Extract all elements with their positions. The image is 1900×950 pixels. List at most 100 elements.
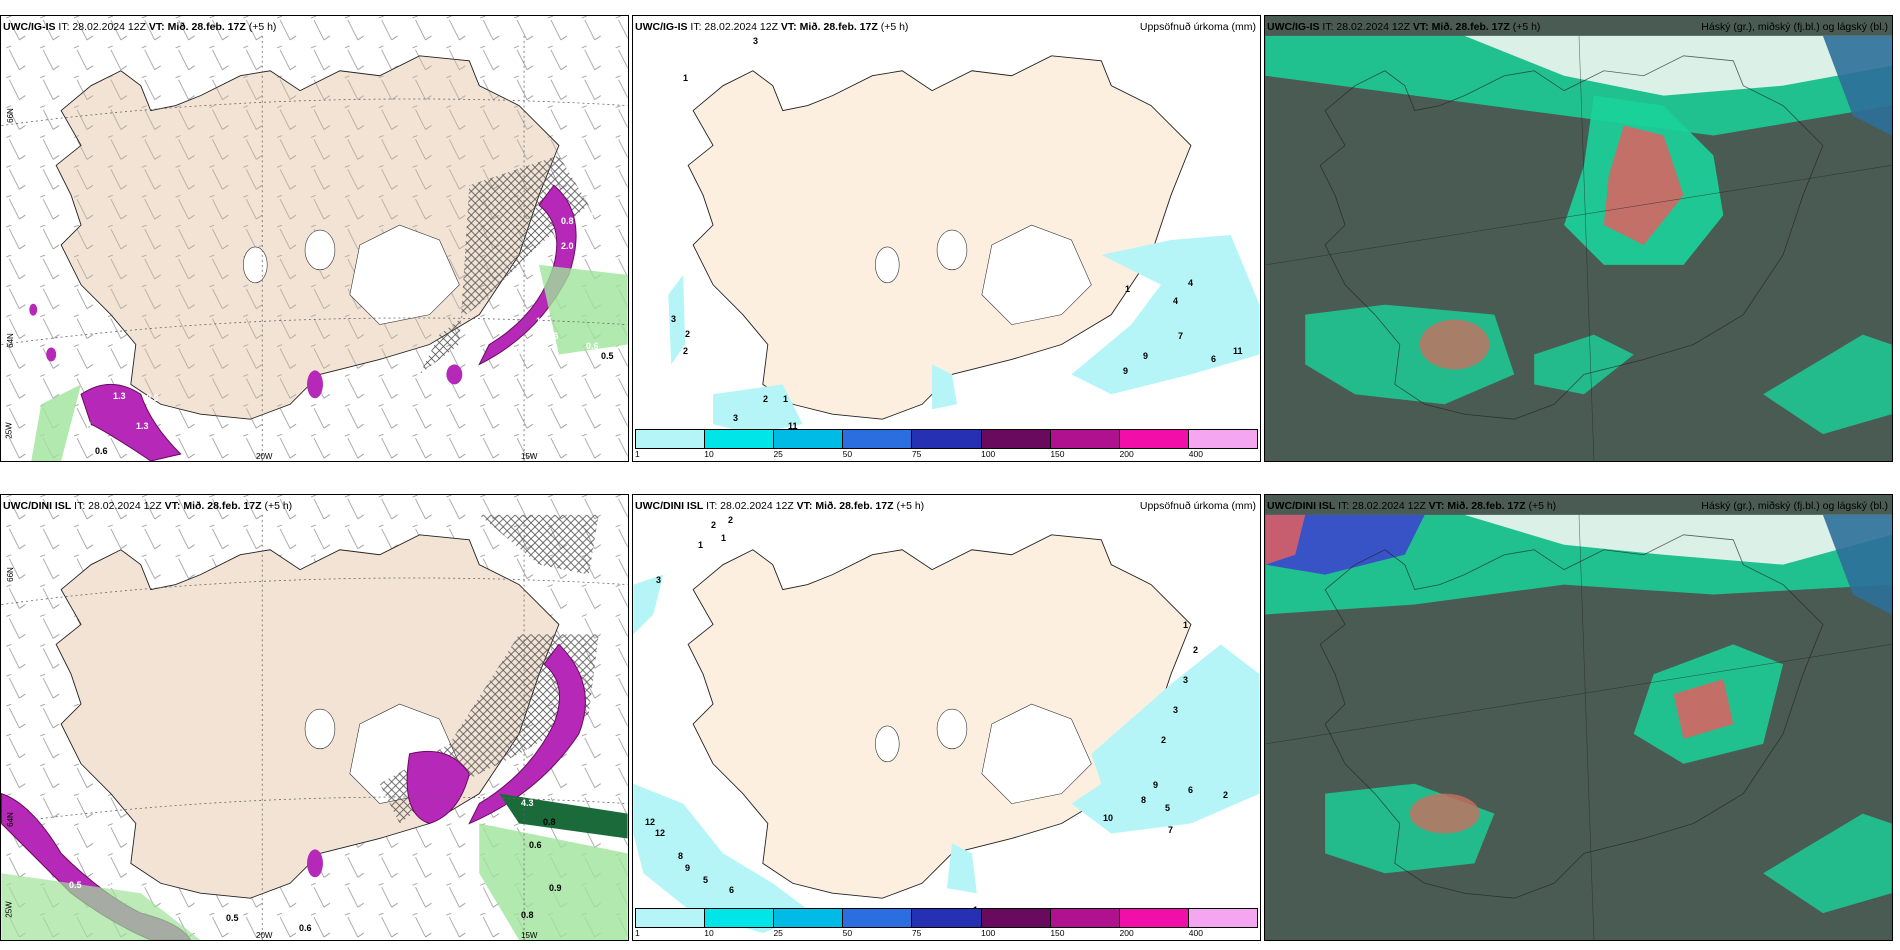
colorbar-segment (912, 909, 982, 927)
lead-time: (+5 h) (880, 21, 909, 33)
precip-value: 11 (788, 421, 798, 431)
precip-value: 12 (655, 828, 666, 838)
model-name: UWC/IG-IS (1267, 21, 1320, 33)
panel-title: Uppsöfnuð úrkoma (mm) (1139, 21, 1256, 33)
colorbar-labels: 1 10 25 50 75 100 150 200 400 (635, 449, 1258, 461)
model-name: UWC/IG-IS (635, 21, 688, 33)
precip-value: 9 (1123, 366, 1129, 376)
precip-value: 8 (678, 851, 684, 861)
precip-value: 9 (1143, 351, 1149, 361)
precip-value: 2 (1193, 645, 1199, 655)
valid-time-label: VT: (148, 21, 165, 33)
colorbar-label: 150 (1050, 928, 1065, 938)
map-panel-wind-ig: UWC/IG-IS IT: 28.02.2024 12Z VT: Mið. 28… (0, 15, 629, 462)
lat-label-66n: 66N (5, 108, 15, 123)
colorbar-label: 100 (981, 928, 996, 938)
init-time: IT: 28.02.2024 12Z (1322, 21, 1410, 33)
precip-value: 1 (1183, 620, 1189, 630)
precip-value: 11 (1233, 346, 1243, 356)
lat-label-66n: 66N (5, 567, 15, 582)
lon-label-25w: 25W (4, 422, 14, 439)
colorbar-label: 75 (911, 928, 922, 938)
wind-map (1, 495, 628, 940)
precip-value: 6 (1188, 785, 1194, 795)
precip-value: 0.6 (529, 840, 542, 850)
colorbar-segment (981, 909, 1051, 927)
valid-time-label: VT: (796, 500, 813, 512)
precip-value: 6 (1211, 354, 1217, 364)
colorbar-segment (705, 909, 775, 927)
valid-time: Mið. 28.feb. 17Z (167, 21, 246, 33)
colorbar-segment (1050, 430, 1120, 448)
precip-value: 0.6 (546, 331, 559, 341)
map-panel-clouds-ig: UWC/IG-IS IT: 28.02.2024 12Z VT: Mið. 28… (1264, 15, 1893, 462)
map-panel-precip-dini: UWC/DINI ISL IT: 28.02.2024 12Z VT: Mið.… (632, 494, 1261, 941)
precip-value: 2 (711, 520, 717, 530)
map-panel-precip-ig: UWC/IG-IS IT: 28.02.2024 12Z VT: Mið. 28… (632, 15, 1261, 462)
precip-map (668, 55, 1260, 435)
colorbar-segment (1188, 430, 1257, 448)
precip-value: 0.5 (471, 376, 484, 386)
valid-time: Mið. 28.feb. 17Z (1431, 21, 1510, 33)
colorbar-label: 1 (635, 928, 640, 938)
precip-value: 0.6 (586, 341, 599, 351)
precip-value: 3.3 (501, 815, 514, 825)
panel-header: UWC/IG-IS IT: 28.02.2024 12Z VT: Mið. 28… (3, 21, 624, 33)
colorbar-label: 1 (635, 449, 640, 459)
colorbar-segment (1188, 909, 1257, 927)
lon-label-20w: 20W (256, 452, 273, 461)
precip-value: 0.5 (69, 880, 82, 890)
valid-time: Mið. 28.feb. 17Z (1447, 500, 1526, 512)
precip-value: 7 (1178, 331, 1184, 341)
colorbar-segment (843, 909, 913, 927)
precip-value: 3 (671, 314, 677, 324)
precip-value: 3 (733, 413, 739, 423)
colorbar-segment (843, 430, 913, 448)
precip-colorbar (635, 908, 1258, 928)
colorbar-label: 50 (842, 928, 853, 938)
model-name: UWC/DINI ISL (635, 500, 704, 512)
precip-value: 2 (1223, 790, 1229, 800)
valid-time-label: VT: (780, 21, 797, 33)
colorbar-segment (705, 430, 775, 448)
precip-value: 9 (1153, 780, 1159, 790)
precip-value: 12 (645, 817, 656, 827)
precip-value: 2.0 (561, 241, 574, 251)
colorbar-label: 25 (773, 449, 783, 459)
precip-value: 2.0 (21, 855, 34, 865)
lon-label-15w: 15W (521, 452, 538, 461)
precip-value: 2 (728, 515, 734, 525)
precip-value: 0.4 (109, 880, 122, 890)
lat-label-64n: 64N (5, 812, 15, 827)
cloud-map (1265, 35, 1892, 461)
valid-time: Mið. 28.feb. 17Z (799, 21, 878, 33)
lead-time: (+5 h) (264, 500, 293, 512)
valid-time-label: VT: (1412, 21, 1429, 33)
lon-label-15w: 15W (521, 931, 538, 940)
precip-value: 0.9 (549, 883, 562, 893)
colorbar-label: 150 (1050, 449, 1065, 459)
valid-time-label: VT: (164, 500, 181, 512)
colorbar-segment (636, 430, 706, 448)
precip-map (633, 534, 1260, 934)
colorbar-segment (636, 909, 706, 927)
precip-value: 0.3 (581, 211, 594, 221)
init-time: IT: 28.02.2024 12Z (58, 21, 146, 33)
init-time: IT: 28.02.2024 12Z (706, 500, 794, 512)
colorbar-label: 50 (842, 449, 853, 459)
precip-value: 0.8 (521, 910, 534, 920)
precip-value: 5 (703, 875, 709, 885)
lat-label-64n: 64N (5, 333, 15, 348)
lon-label-25w: 25W (4, 901, 14, 918)
model-name: UWC/IG-IS (3, 21, 56, 33)
precip-value: 1 (1125, 284, 1131, 294)
model-name: UWC/DINI ISL (1267, 500, 1336, 512)
lead-time: (+5 h) (1512, 21, 1541, 33)
init-time: IT: 28.02.2024 12Z (690, 21, 778, 33)
precip-value: 1.7 (536, 316, 549, 326)
colorbar-label: 200 (1119, 928, 1134, 938)
precip-value: 1 (721, 533, 727, 543)
precip-value: 1.3 (113, 391, 126, 401)
panel-header: UWC/DINI ISL IT: 28.02.2024 12Z VT: Mið.… (1267, 500, 1888, 512)
lon-label-20w: 20W (256, 931, 273, 940)
